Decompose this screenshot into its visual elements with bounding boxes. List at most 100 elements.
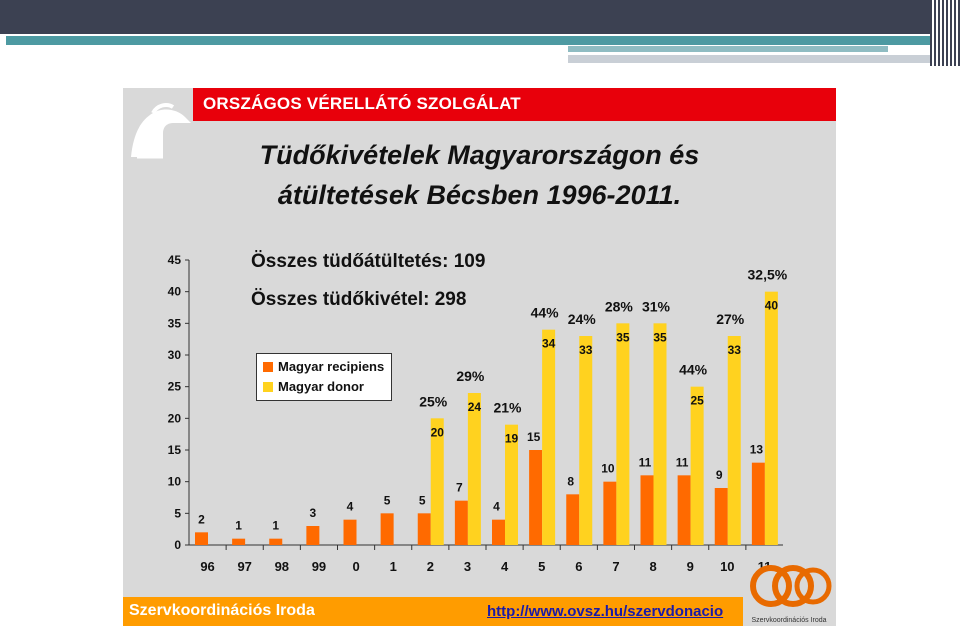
bar-recipient bbox=[232, 538, 246, 545]
data-label-donor: 40 bbox=[765, 299, 779, 313]
bar-donor bbox=[467, 393, 481, 545]
bar-donor bbox=[653, 323, 667, 545]
data-label-recipient: 11 bbox=[639, 455, 652, 469]
bar-recipient bbox=[195, 532, 208, 545]
x-tick-label: 96 bbox=[200, 559, 214, 574]
bar-donor bbox=[727, 336, 741, 545]
chart-title-line-1: Tüdőkivételek Magyarországon és bbox=[259, 140, 700, 170]
legend-label-recipient: Magyar recipiens bbox=[278, 359, 385, 374]
chart-legend: Magyar recipiens Magyar donor bbox=[256, 353, 392, 401]
bar-recipient bbox=[269, 538, 283, 545]
percent-label: 32,5% bbox=[748, 267, 788, 283]
pelican-logo-icon bbox=[131, 103, 191, 159]
bar-recipient bbox=[492, 519, 505, 545]
data-label-donor: 19 bbox=[505, 432, 519, 446]
slide-edge-lines bbox=[930, 0, 960, 66]
legend-item-donor: Magyar donor bbox=[263, 379, 364, 395]
x-tick-label: 3 bbox=[464, 559, 471, 574]
organ-coordination-logo-icon: Szervkoordinációs Iroda bbox=[750, 565, 832, 624]
percent-label: 21% bbox=[493, 400, 522, 416]
x-tick-label: 97 bbox=[237, 559, 251, 574]
bar-chart: 0510152025303540459629719819930415252025… bbox=[168, 253, 788, 574]
data-label-donor: 34 bbox=[542, 337, 556, 351]
bar-donor bbox=[430, 418, 444, 545]
bar-recipient bbox=[640, 475, 654, 545]
slide-accent-bar-2 bbox=[568, 46, 888, 52]
bar-donor bbox=[690, 386, 704, 545]
bar-recipient bbox=[454, 500, 468, 545]
x-tick-label: 10 bbox=[720, 559, 734, 574]
data-label-recipient: 15 bbox=[527, 430, 541, 444]
x-tick-label: 0 bbox=[352, 559, 359, 574]
slide-panel: ORSZÁGOS VÉRELLÁTÓ SZOLGÁLAT Tüdőkivétel… bbox=[123, 88, 836, 626]
bar-donor bbox=[616, 323, 630, 545]
y-tick-label: 40 bbox=[168, 285, 182, 299]
percent-label: 44% bbox=[531, 305, 560, 321]
summary-removals: Összes tüdőkivétel: 298 bbox=[251, 289, 467, 310]
bar-recipient bbox=[751, 462, 765, 545]
data-label-recipient: 2 bbox=[198, 512, 205, 526]
bar-recipient bbox=[529, 450, 543, 545]
bar-donor bbox=[579, 336, 593, 545]
y-tick-label: 5 bbox=[174, 506, 181, 520]
data-label-donor: 33 bbox=[579, 343, 593, 357]
percent-label: 29% bbox=[456, 368, 485, 384]
data-label-recipient: 5 bbox=[384, 493, 391, 507]
data-label-donor: 35 bbox=[653, 330, 667, 344]
data-label-recipient: 5 bbox=[419, 493, 426, 507]
data-label-recipient: 11 bbox=[676, 455, 689, 469]
bar-recipient bbox=[566, 494, 580, 545]
data-label-recipient: 8 bbox=[567, 474, 574, 488]
data-label-recipient: 4 bbox=[493, 500, 500, 514]
x-tick-label: 6 bbox=[575, 559, 582, 574]
percent-label: 31% bbox=[642, 298, 671, 314]
header-org-name: ORSZÁGOS VÉRELLÁTÓ SZOLGÁLAT bbox=[203, 94, 521, 113]
data-label-recipient: 4 bbox=[347, 500, 354, 514]
x-tick-label: 99 bbox=[312, 559, 326, 574]
data-label-recipient: 10 bbox=[601, 462, 615, 476]
chart-title-line-2: átültetések Bécsben 1996-2011. bbox=[277, 180, 682, 210]
data-label-donor: 25 bbox=[690, 394, 704, 408]
data-label-recipient: 1 bbox=[272, 519, 279, 533]
footer-bar bbox=[123, 597, 743, 626]
slide-accent-bar bbox=[6, 36, 930, 45]
x-tick-label: 2 bbox=[427, 559, 434, 574]
bar-donor bbox=[764, 291, 778, 545]
bar-recipient bbox=[603, 481, 617, 545]
bar-recipient bbox=[714, 488, 728, 545]
bar-recipient bbox=[677, 475, 691, 545]
x-tick-label: 4 bbox=[501, 559, 509, 574]
legend-item-recipient: Magyar recipiens bbox=[263, 359, 384, 375]
percent-label: 25% bbox=[419, 393, 448, 409]
y-tick-label: 15 bbox=[168, 443, 182, 457]
y-tick-label: 10 bbox=[168, 475, 182, 489]
legend-swatch-donor bbox=[263, 382, 273, 392]
footer-org-name: Szervkoordinációs Iroda bbox=[129, 602, 315, 619]
footer-url-link[interactable]: http://www.ovsz.hu/szervdonacio bbox=[487, 603, 724, 620]
bar-donor bbox=[542, 329, 556, 545]
legend-label-donor: Magyar donor bbox=[278, 379, 364, 394]
bar-recipient bbox=[380, 513, 394, 545]
slide-top-bar bbox=[0, 0, 930, 34]
legend-swatch-recipient bbox=[263, 362, 273, 372]
bar-recipient bbox=[306, 526, 320, 545]
y-tick-label: 0 bbox=[174, 538, 181, 552]
y-tick-label: 30 bbox=[168, 348, 182, 362]
bar-recipient bbox=[417, 513, 431, 545]
percent-label: 24% bbox=[568, 311, 597, 327]
y-tick-label: 35 bbox=[168, 316, 182, 330]
y-tick-label: 45 bbox=[168, 253, 182, 267]
slide-accent-bar-3 bbox=[568, 55, 930, 63]
percent-label: 27% bbox=[716, 311, 745, 327]
x-tick-label: 98 bbox=[275, 559, 289, 574]
y-tick-label: 25 bbox=[168, 380, 182, 394]
y-tick-label: 20 bbox=[168, 411, 182, 425]
x-tick-label: 7 bbox=[612, 559, 619, 574]
logo-caption: Szervkoordinációs Iroda bbox=[751, 617, 826, 624]
data-label-donor: 33 bbox=[728, 343, 742, 357]
summary-transplants: Összes tüdőátültetés: 109 bbox=[251, 251, 486, 272]
bar-donor bbox=[505, 424, 518, 545]
data-label-recipient: 9 bbox=[716, 468, 723, 482]
x-tick-label: 8 bbox=[649, 559, 656, 574]
data-label-recipient: 3 bbox=[310, 506, 317, 520]
